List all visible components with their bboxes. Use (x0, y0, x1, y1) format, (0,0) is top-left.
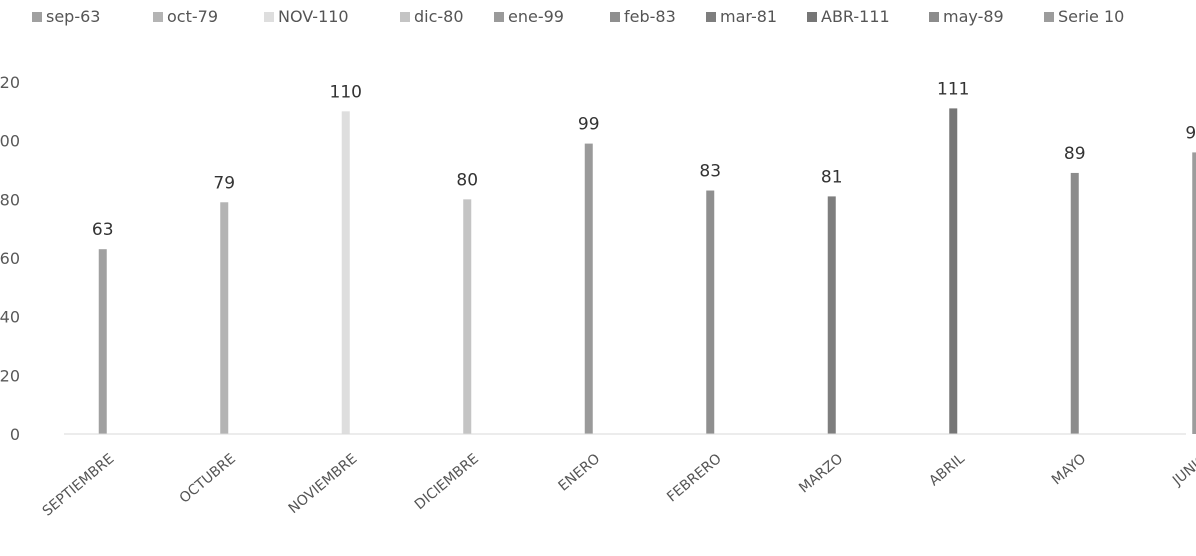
y-axis: 0 20 40 60 80 100 120 (0, 73, 20, 444)
data-label: 83 (699, 162, 721, 182)
legend-swatch (807, 12, 817, 22)
bar-abril (949, 108, 958, 435)
x-tick-label: DICIEMBRE (412, 451, 482, 513)
bar-septiembre (98, 249, 107, 434)
y-tick-label: 0 (10, 425, 20, 444)
x-tick-label: MAYO (1049, 451, 1089, 489)
data-label: 63 (92, 220, 114, 240)
y-tick-label: 100 (0, 132, 20, 151)
legend-label: NOV-110 (278, 7, 349, 26)
data-label: 80 (456, 170, 478, 190)
y-tick-label: 60 (0, 249, 20, 268)
legend: sep-63 oct-79 NOV-110 dic-80 ene-99 feb-83 mar… (32, 7, 1124, 26)
bar-diciembre (463, 199, 472, 434)
bar-enero (584, 143, 593, 434)
data-label: 110 (330, 82, 362, 102)
data-label: 81 (821, 167, 843, 187)
y-tick-label: 40 (0, 308, 20, 327)
legend-label: sep-63 (46, 7, 100, 26)
data-label: 89 (1064, 144, 1086, 164)
data-label: 99 (578, 115, 600, 135)
x-tick-label: JUNIO (1169, 451, 1196, 490)
legend-label: Serie 10 (1058, 7, 1124, 26)
x-tick-label: OCTUBRE (177, 451, 239, 507)
legend-label: feb-83 (624, 7, 676, 26)
legend-swatch (929, 12, 939, 22)
data-label: 111 (937, 79, 969, 99)
bar-febrero (706, 190, 715, 434)
y-tick-label: 120 (0, 73, 20, 92)
bar-junio (1192, 152, 1196, 434)
plot-area: 63 79 110 80 99 83 81 111 89 96 (92, 79, 1196, 435)
legend-swatch (153, 12, 163, 22)
x-tick-label: ENERO (556, 451, 604, 495)
legend-label: mar-81 (720, 7, 777, 26)
data-label: 96 (1185, 123, 1196, 143)
legend-swatch (400, 12, 410, 22)
data-label: 79 (213, 173, 235, 193)
x-tick-label: MARZO (796, 451, 846, 497)
legend-swatch (706, 12, 716, 22)
bar-marzo (827, 196, 836, 434)
bar-noviembre (341, 111, 350, 434)
legend-swatch (32, 12, 42, 22)
y-tick-label: 80 (0, 190, 20, 209)
legend-swatch (1044, 12, 1054, 22)
legend-swatch (264, 12, 274, 22)
legend-label: ene-99 (508, 7, 564, 26)
x-tick-label: FEBRERO (664, 451, 725, 506)
x-tick-label: ABRIL (926, 451, 968, 490)
x-tick-label: SEPTIEMBRE (40, 451, 118, 520)
legend-swatch (610, 12, 620, 22)
x-tick-label: NOVIEMBRE (286, 451, 361, 517)
legend-swatch (494, 12, 504, 22)
y-tick-label: 20 (0, 366, 20, 385)
legend-label: dic-80 (414, 7, 464, 26)
legend-label: ABR-111 (821, 7, 890, 26)
bar-octubre (220, 202, 229, 434)
x-axis: SEPTIEMBRE OCTUBRE NOVIEMBRE DICIEMBRE ENERO… (40, 433, 1196, 520)
legend-label: may-89 (943, 7, 1004, 26)
bar-mayo (1070, 172, 1079, 434)
legend-label: oct-79 (167, 7, 218, 26)
